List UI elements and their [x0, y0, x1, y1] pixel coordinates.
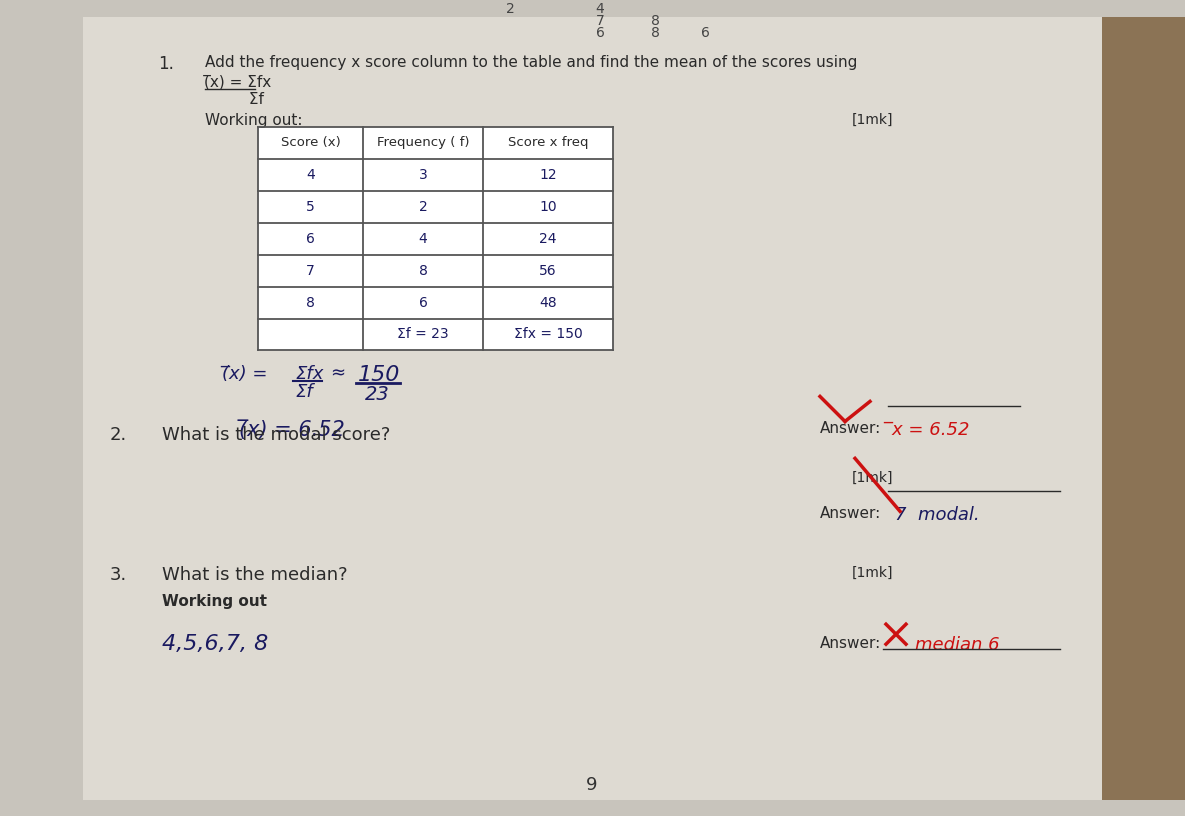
Bar [258, 126, 613, 351]
FancyBboxPatch shape [83, 17, 1102, 800]
Text: 6: 6 [306, 232, 315, 246]
Text: ≈: ≈ [329, 365, 345, 383]
Text: [1mk]: [1mk] [852, 113, 893, 126]
Text: 7: 7 [596, 14, 604, 28]
Text: 6: 6 [418, 295, 428, 309]
Text: 8: 8 [306, 295, 315, 309]
Text: Working out:: Working out: [205, 113, 302, 128]
Text: 4: 4 [306, 167, 315, 182]
Text: 9: 9 [587, 776, 597, 794]
Text: 4: 4 [596, 2, 604, 16]
Text: 8: 8 [651, 26, 659, 40]
Text: 5: 5 [306, 200, 315, 214]
Text: Σf: Σf [205, 91, 264, 107]
Text: Score x freq: Score x freq [507, 136, 588, 149]
Text: (̅x) = Σfx: (̅x) = Σfx [205, 75, 273, 90]
Text: 10: 10 [539, 200, 557, 214]
Text: What is the modal score?: What is the modal score? [162, 427, 390, 445]
Text: 2: 2 [418, 200, 428, 214]
Text: (̅x) = 6.52: (̅x) = 6.52 [241, 420, 346, 441]
Text: [1mk]: [1mk] [852, 566, 893, 580]
Text: 12: 12 [539, 167, 557, 182]
Text: 4,5,6,7, 8: 4,5,6,7, 8 [162, 634, 268, 654]
Text: 8: 8 [651, 14, 659, 28]
Text: Σfx = 150: Σfx = 150 [513, 327, 582, 342]
Text: Σf: Σf [295, 384, 313, 401]
Text: 7: 7 [306, 264, 315, 277]
Text: 8: 8 [418, 264, 428, 277]
Text: 4: 4 [418, 232, 428, 246]
Text: Σf = 23: Σf = 23 [397, 327, 449, 342]
Text: 2.: 2. [110, 427, 127, 445]
Text: [1mk]: [1mk] [852, 472, 893, 486]
Text: What is the median?: What is the median? [162, 566, 347, 584]
Text: median 6: median 6 [915, 636, 1000, 654]
Text: 150: 150 [358, 366, 401, 385]
Text: 56: 56 [539, 264, 557, 277]
Text: ̅x = 6.52: ̅x = 6.52 [892, 421, 969, 439]
Text: Σfx: Σfx [295, 366, 324, 384]
Text: Frequency ( f): Frequency ( f) [377, 136, 469, 149]
Text: 24: 24 [539, 232, 557, 246]
FancyBboxPatch shape [1102, 17, 1185, 800]
Text: Answer:: Answer: [820, 636, 882, 651]
Text: 48: 48 [539, 295, 557, 309]
Text: Answer:: Answer: [820, 421, 882, 437]
Text: Working out: Working out [162, 594, 267, 610]
Text: Answer:: Answer: [820, 506, 882, 521]
Text: 3: 3 [418, 167, 428, 182]
Text: Score (x): Score (x) [281, 136, 340, 149]
Text: (̅x) =: (̅x) = [222, 366, 274, 384]
Text: 6: 6 [700, 26, 710, 40]
Text: 6: 6 [596, 26, 604, 40]
Text: Add the frequency x score column to the table and find the mean of the scores us: Add the frequency x score column to the … [205, 55, 858, 70]
Text: 2: 2 [506, 2, 514, 16]
Text: 3.: 3. [110, 566, 127, 584]
Text: 1.: 1. [158, 55, 174, 73]
Text: 23: 23 [365, 385, 390, 405]
Text: 7  modal.: 7 modal. [895, 506, 980, 525]
